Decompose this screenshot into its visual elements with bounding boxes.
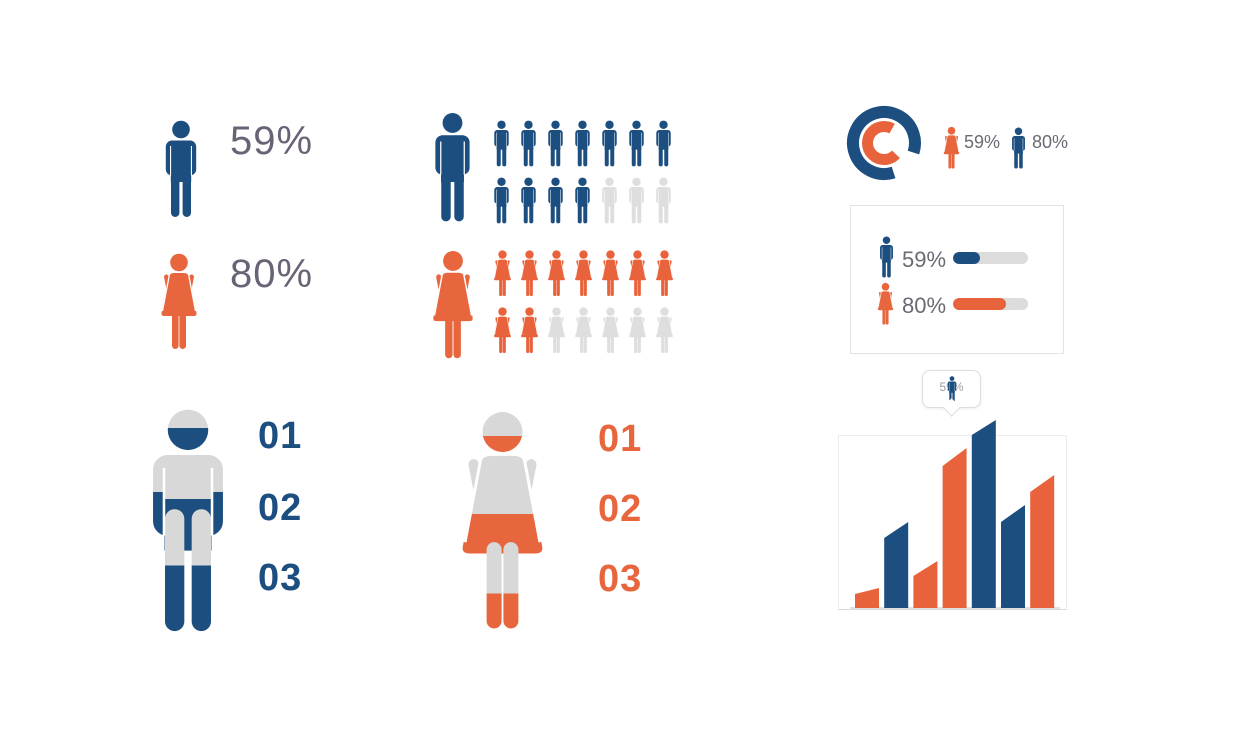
bar-2 [884, 522, 909, 608]
female-unit-icon [518, 250, 541, 298]
male-unit-icon [492, 177, 511, 225]
bar-chart-tooltip: 59% [922, 370, 981, 408]
female-unit-icon [572, 307, 595, 355]
male-icon [161, 120, 201, 220]
male-unit-icon [519, 177, 538, 225]
female-row-value: 80% [902, 293, 947, 318]
female-legend-value: 59% [964, 132, 1001, 152]
female-legend-icon [941, 126, 962, 171]
tooltip-male-icon [946, 376, 958, 403]
female-unit-icon [545, 307, 568, 355]
female-row-icon [875, 282, 896, 327]
donut-outer-arc [847, 106, 921, 180]
donut-chart [847, 106, 921, 180]
female-unit-icon [599, 250, 622, 298]
female-unit-icon [518, 307, 541, 355]
donut-inner-arc [862, 121, 906, 165]
male-unit-icon [573, 177, 592, 225]
male-progress-track [953, 252, 1028, 264]
male-percent-label: 59% [230, 119, 314, 163]
male-unit-icon [654, 177, 673, 225]
female-unit-icon [653, 307, 676, 355]
female-unit-icon [599, 307, 622, 355]
female-progress-track [953, 298, 1028, 310]
female-progress-fill [953, 298, 1007, 310]
male-step-02: 02 [258, 487, 303, 529]
male-unit-icon [627, 177, 646, 225]
bar-4 [942, 448, 967, 608]
female-step-01: 01 [598, 418, 643, 460]
male-unit-icon [627, 120, 646, 168]
male-legend-value: 80% [1032, 132, 1069, 152]
female-step-03: 03 [598, 558, 643, 600]
bar-5 [971, 420, 996, 608]
male-icon-large [430, 112, 475, 225]
bar-7 [1030, 475, 1055, 608]
female-figure-filled [448, 410, 557, 638]
progress-card: 59% 80% [850, 205, 1064, 354]
male-figure-filled [142, 408, 234, 638]
bar-3 [913, 561, 938, 608]
female-unit-icon [491, 250, 514, 298]
male-unit-icon [573, 120, 592, 168]
female-icon-large [426, 250, 480, 363]
female-percent-label: 80% [230, 252, 314, 296]
male-unit-icon [492, 120, 511, 168]
female-unit-icon [491, 307, 514, 355]
female-unit-icon [653, 250, 676, 298]
male-unit-row-2 [492, 177, 673, 225]
male-row-value: 59% [902, 247, 947, 272]
bar-chart [850, 420, 1060, 609]
bar-1 [855, 588, 879, 608]
male-row-icon [878, 236, 895, 279]
female-unit-icon [545, 250, 568, 298]
female-unit-icon [626, 250, 649, 298]
bar-6 [1001, 505, 1025, 608]
male-step-03: 03 [258, 557, 303, 599]
female-unit-row-2 [491, 307, 676, 355]
male-unit-icon [600, 120, 619, 168]
female-unit-chart [491, 250, 676, 364]
female-step-02: 02 [598, 488, 643, 530]
female-unit-icon [626, 307, 649, 355]
male-unit-chart [492, 120, 673, 234]
male-progress-fill [953, 252, 980, 264]
male-unit-icon [600, 177, 619, 225]
female-icon [155, 253, 203, 353]
male-unit-icon [519, 120, 538, 168]
male-legend-icon [1010, 127, 1027, 170]
female-unit-row-1 [491, 250, 676, 298]
female-unit-icon [572, 250, 595, 298]
male-unit-icon [546, 120, 565, 168]
male-step-01: 01 [258, 415, 303, 457]
male-unit-row-1 [492, 120, 673, 168]
male-unit-icon [546, 177, 565, 225]
male-unit-icon [654, 120, 673, 168]
